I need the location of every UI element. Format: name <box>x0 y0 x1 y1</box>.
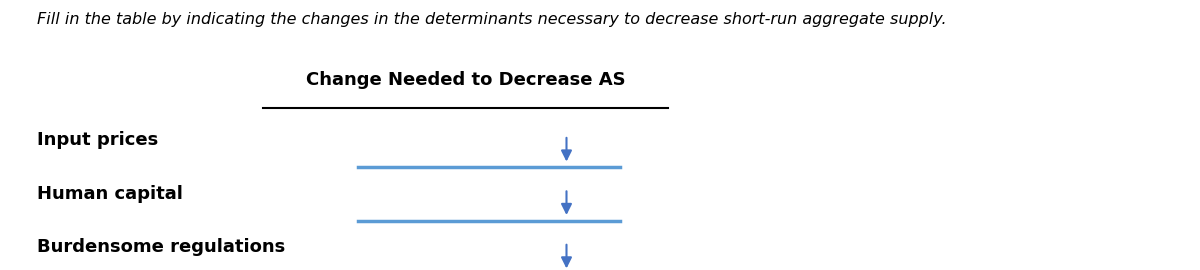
Text: Input prices: Input prices <box>37 131 158 149</box>
Text: Human capital: Human capital <box>37 185 182 203</box>
Text: Fill in the table by indicating the changes in the determinants necessary to dec: Fill in the table by indicating the chan… <box>37 12 947 27</box>
Text: Burdensome regulations: Burdensome regulations <box>37 238 286 256</box>
Text: Change Needed to Decrease AS: Change Needed to Decrease AS <box>306 71 625 89</box>
